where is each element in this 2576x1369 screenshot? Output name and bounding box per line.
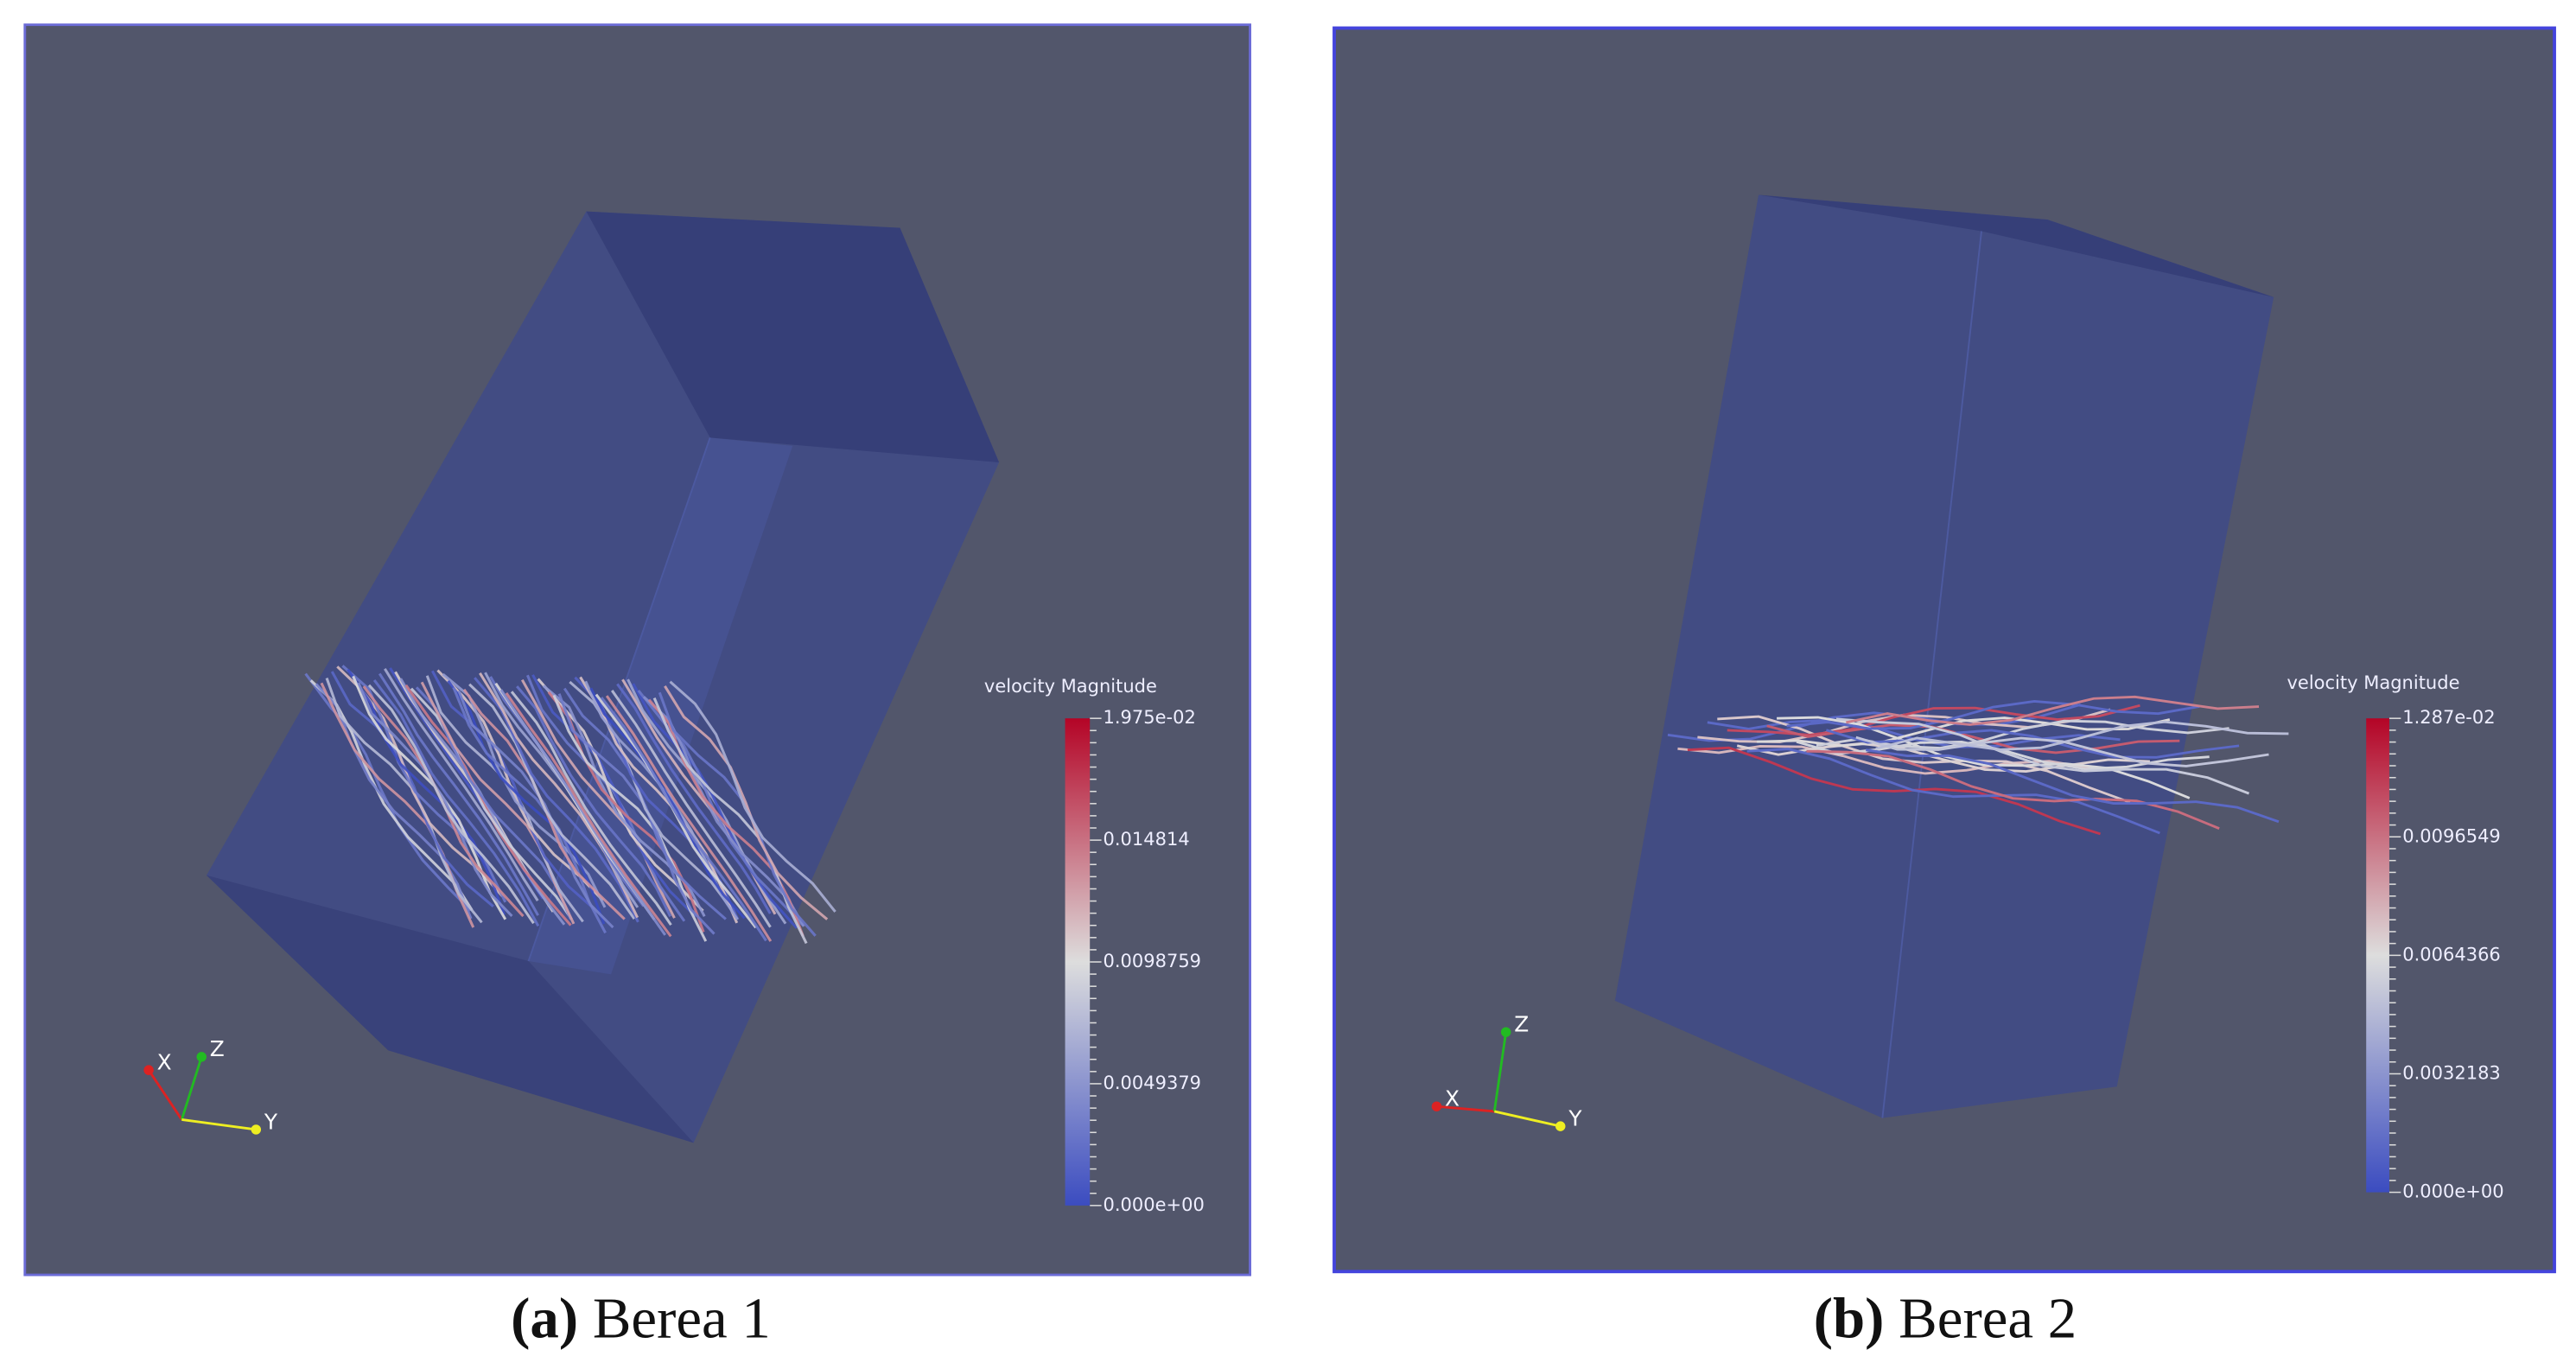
axis-arrow <box>180 1056 203 1120</box>
streamline <box>589 687 746 920</box>
colorbar-title: velocity Magnitude <box>2287 672 2459 693</box>
colorbar-tick-label: 0.0049379 <box>1103 1072 1201 1093</box>
colorbar-tick-label: 0.0064366 <box>2402 943 2501 965</box>
streamline <box>1825 729 2240 759</box>
streamline <box>384 667 539 901</box>
colorbar-tick-label: 0.000e+00 <box>2402 1181 2503 1202</box>
streamline <box>468 683 636 920</box>
caption: (a) Berea 1 <box>511 1287 771 1351</box>
streamline <box>1786 700 2200 730</box>
streamline <box>1846 695 2260 726</box>
streamline <box>516 685 672 917</box>
streamline <box>309 679 474 911</box>
streamline <box>1816 719 2229 750</box>
domain-box <box>206 211 1000 1143</box>
streamline <box>1687 746 2102 836</box>
streamline <box>610 690 772 928</box>
axis-arrow <box>1494 1110 1562 1128</box>
colorbar-tick-label: 0.0032183 <box>2402 1061 2501 1083</box>
streamline <box>447 679 606 925</box>
streamline <box>526 674 686 922</box>
caption-text: Berea 1 <box>593 1287 771 1351</box>
streamline <box>510 691 672 926</box>
streamline <box>647 698 805 937</box>
streamline <box>616 683 772 914</box>
colorbar-tick-label: 0.0098759 <box>1103 950 1201 971</box>
colorbar-tick-label: 0.0096549 <box>2402 825 2501 846</box>
streamlines <box>304 665 836 945</box>
streamline <box>378 672 539 916</box>
caption-text: Berea 2 <box>1899 1287 2077 1351</box>
streamline <box>632 683 798 929</box>
streamline <box>1806 749 2220 830</box>
colorbar <box>2366 718 2389 1193</box>
axis-arrow <box>1492 1032 1508 1112</box>
caption-label: (b) <box>1814 1287 1885 1351</box>
streamline <box>1667 703 2082 742</box>
caption: (b) Berea 2 <box>1814 1287 2077 1351</box>
axis-arrow <box>147 1069 183 1121</box>
axis-tip <box>143 1065 154 1075</box>
axis-tip <box>196 1052 207 1062</box>
streamline <box>505 692 672 938</box>
colorbar <box>1065 718 1091 1206</box>
axis-label: X <box>1445 1086 1460 1111</box>
streamline <box>474 677 639 923</box>
caption-label: (a) <box>511 1287 578 1351</box>
streamline <box>595 693 757 929</box>
streamline <box>499 689 667 936</box>
domain-box <box>1614 194 2274 1118</box>
streamline <box>457 690 614 929</box>
axis-label: X <box>157 1050 172 1075</box>
streamline <box>347 668 506 915</box>
axis-label: Z <box>1514 1012 1529 1037</box>
streamline <box>1835 717 2250 795</box>
colorbar-tick-label: 0.014814 <box>1103 828 1189 850</box>
streamline <box>1717 715 2131 804</box>
axis-tip <box>1500 1027 1511 1037</box>
axis-label: Y <box>264 1109 278 1134</box>
axis-tip <box>251 1124 262 1135</box>
streamline <box>537 678 704 913</box>
streamline <box>664 685 829 920</box>
streamline <box>1746 748 2160 835</box>
streamline <box>372 679 540 927</box>
streamline <box>357 682 513 917</box>
streamline <box>367 684 535 925</box>
axis-label: Z <box>210 1036 225 1061</box>
streamline <box>531 674 697 918</box>
colorbar-tick-label: 1.975e-02 <box>1103 706 1195 728</box>
axis-label: Y <box>1568 1105 1582 1130</box>
streamline <box>600 697 767 942</box>
streamline <box>669 680 836 913</box>
colorbar-tick-label: 0.000e+00 <box>1103 1194 1204 1215</box>
streamline <box>1777 716 2191 799</box>
streamlines <box>1667 695 2289 836</box>
streamline <box>1866 748 2280 824</box>
streamline <box>452 686 607 934</box>
streamline <box>1875 720 2289 751</box>
colorbar-tick-label: 1.287e-02 <box>2402 706 2495 728</box>
streamline <box>431 670 596 911</box>
axis-arrow <box>1436 1105 1495 1113</box>
streamline <box>605 695 773 942</box>
axis-tip <box>1555 1121 1566 1131</box>
axis-tip <box>1431 1101 1442 1111</box>
streamline <box>1736 742 2150 773</box>
streamline <box>330 671 494 907</box>
axis-arrow <box>181 1118 257 1131</box>
colorbar-title: velocity Magnitude <box>984 675 1157 697</box>
